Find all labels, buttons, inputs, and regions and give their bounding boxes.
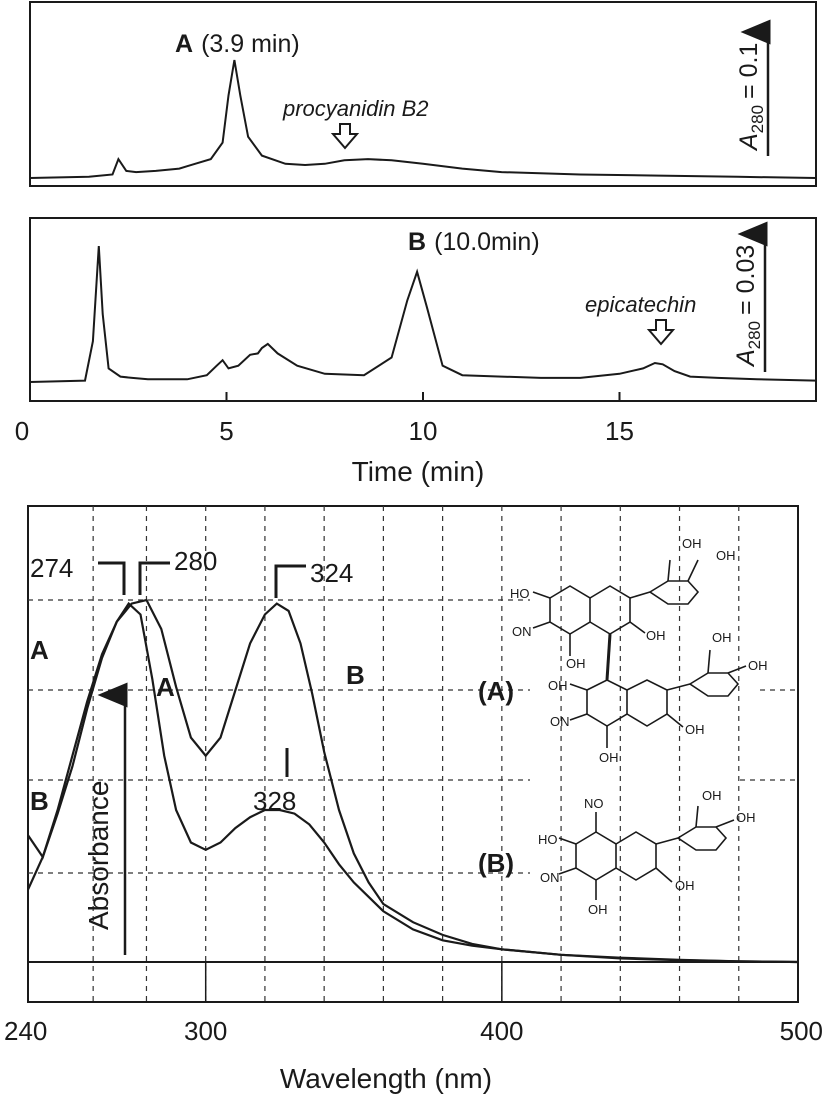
svg-text:OH: OH bbox=[682, 536, 702, 551]
time-tick-label: 5 bbox=[219, 416, 233, 446]
chromatogram-top: A (3.9 min) procyanidin B2 A280= 0.1 bbox=[29, 1, 817, 187]
time-tick-label: 10 bbox=[409, 416, 438, 446]
molecule-b-atoms: NO OH OH HO ON OH OH bbox=[538, 788, 756, 917]
spectrum-frame bbox=[27, 505, 799, 1003]
wavelength-tick-label: 300 bbox=[184, 1016, 227, 1046]
bottom-chromatogram-line bbox=[29, 245, 817, 383]
chromatogram-bottom: B (10.0min) epicatechin A280= 0.03 0 5 10 15… bbox=[15, 217, 817, 487]
procyanidin-label: procyanidin B2 bbox=[282, 96, 429, 121]
molecule-b-structure bbox=[558, 805, 735, 900]
svg-text:HO: HO bbox=[538, 832, 558, 847]
peak-a-label: A (3.9 min) bbox=[175, 30, 300, 58]
procyanidin-arrow-icon bbox=[330, 123, 360, 150]
peak-label-324: 324 bbox=[310, 558, 353, 588]
top-trace-series bbox=[29, 59, 817, 179]
peak-markers: 274 280 324 328 bbox=[30, 546, 353, 816]
svg-text:ON: ON bbox=[512, 624, 532, 639]
svg-text:OH: OH bbox=[675, 878, 695, 893]
svg-text:OH: OH bbox=[685, 722, 705, 737]
svg-text:NO: NO bbox=[584, 796, 604, 811]
wavelength-tick-label: 240 bbox=[4, 1016, 47, 1046]
spectrum-line-a bbox=[27, 601, 799, 964]
svg-text:OH: OH bbox=[548, 678, 568, 693]
curve-label-a-mid: A bbox=[156, 672, 175, 702]
molecule-a-atoms: OH OH HO ON OH OH OH OH OH ON OH OH bbox=[510, 536, 768, 765]
time-axis-ticks: 0 5 10 15 bbox=[15, 392, 634, 446]
wavelength-axis-ticks: 240 300 400 500 bbox=[4, 962, 823, 1046]
molecule-a-structure bbox=[532, 559, 747, 748]
svg-text:OH: OH bbox=[566, 656, 586, 671]
svg-text:OH: OH bbox=[748, 658, 768, 673]
peak-label-280: 280 bbox=[174, 546, 217, 576]
peak-label-328: 328 bbox=[253, 786, 296, 816]
time-tick-label: 15 bbox=[605, 416, 634, 446]
structure-label-b: (B) bbox=[478, 848, 514, 878]
epicatechin-arrow-icon bbox=[646, 319, 676, 346]
curve-label-a-left: A bbox=[30, 635, 49, 665]
svg-text:OH: OH bbox=[736, 810, 756, 825]
top-panel-frame bbox=[29, 1, 817, 187]
wavelength-axis-label: Wavelength (nm) bbox=[280, 1063, 492, 1094]
svg-text:OH: OH bbox=[646, 628, 666, 643]
wavelength-tick-label: 400 bbox=[480, 1016, 523, 1046]
top-chromatogram-line bbox=[29, 59, 817, 179]
curve-label-b-right: B bbox=[346, 660, 365, 690]
spectrum-series bbox=[26, 598, 799, 964]
time-axis-label: Time (min) bbox=[352, 456, 485, 487]
svg-text:ON: ON bbox=[540, 870, 560, 885]
uv-spectrum: 274 280 324 328 A A B B Absorbance (A) (… bbox=[4, 505, 823, 1094]
bracket-324 bbox=[274, 564, 306, 598]
scale-label-top: A280= 0.1 bbox=[735, 43, 767, 152]
absorbance-label: Absorbance bbox=[83, 781, 114, 930]
svg-text:ON: ON bbox=[550, 714, 570, 729]
svg-text:OH: OH bbox=[716, 548, 736, 563]
bracket-274 bbox=[98, 561, 126, 595]
bracket-280 bbox=[138, 561, 170, 595]
epicatechin-label: epicatechin bbox=[585, 292, 696, 317]
peak-b-label: B (10.0min) bbox=[408, 228, 540, 256]
svg-text:OH: OH bbox=[712, 630, 732, 645]
bottom-trace-series bbox=[29, 245, 817, 383]
wavelength-tick-label: 500 bbox=[780, 1016, 823, 1046]
svg-text:OH: OH bbox=[599, 750, 619, 765]
svg-text:HO: HO bbox=[510, 586, 530, 601]
time-tick-label: 0 bbox=[15, 416, 29, 446]
curve-label-b-left: B bbox=[30, 786, 49, 816]
svg-text:OH: OH bbox=[588, 902, 608, 917]
peak-label-274: 274 bbox=[30, 553, 73, 583]
svg-text:OH: OH bbox=[702, 788, 722, 803]
spectrum-grid bbox=[28, 506, 798, 1002]
scale-label-bottom: A280= 0.03 bbox=[732, 245, 764, 368]
structure-label-a: (A) bbox=[478, 676, 514, 706]
spectrum-line-b bbox=[26, 598, 799, 964]
